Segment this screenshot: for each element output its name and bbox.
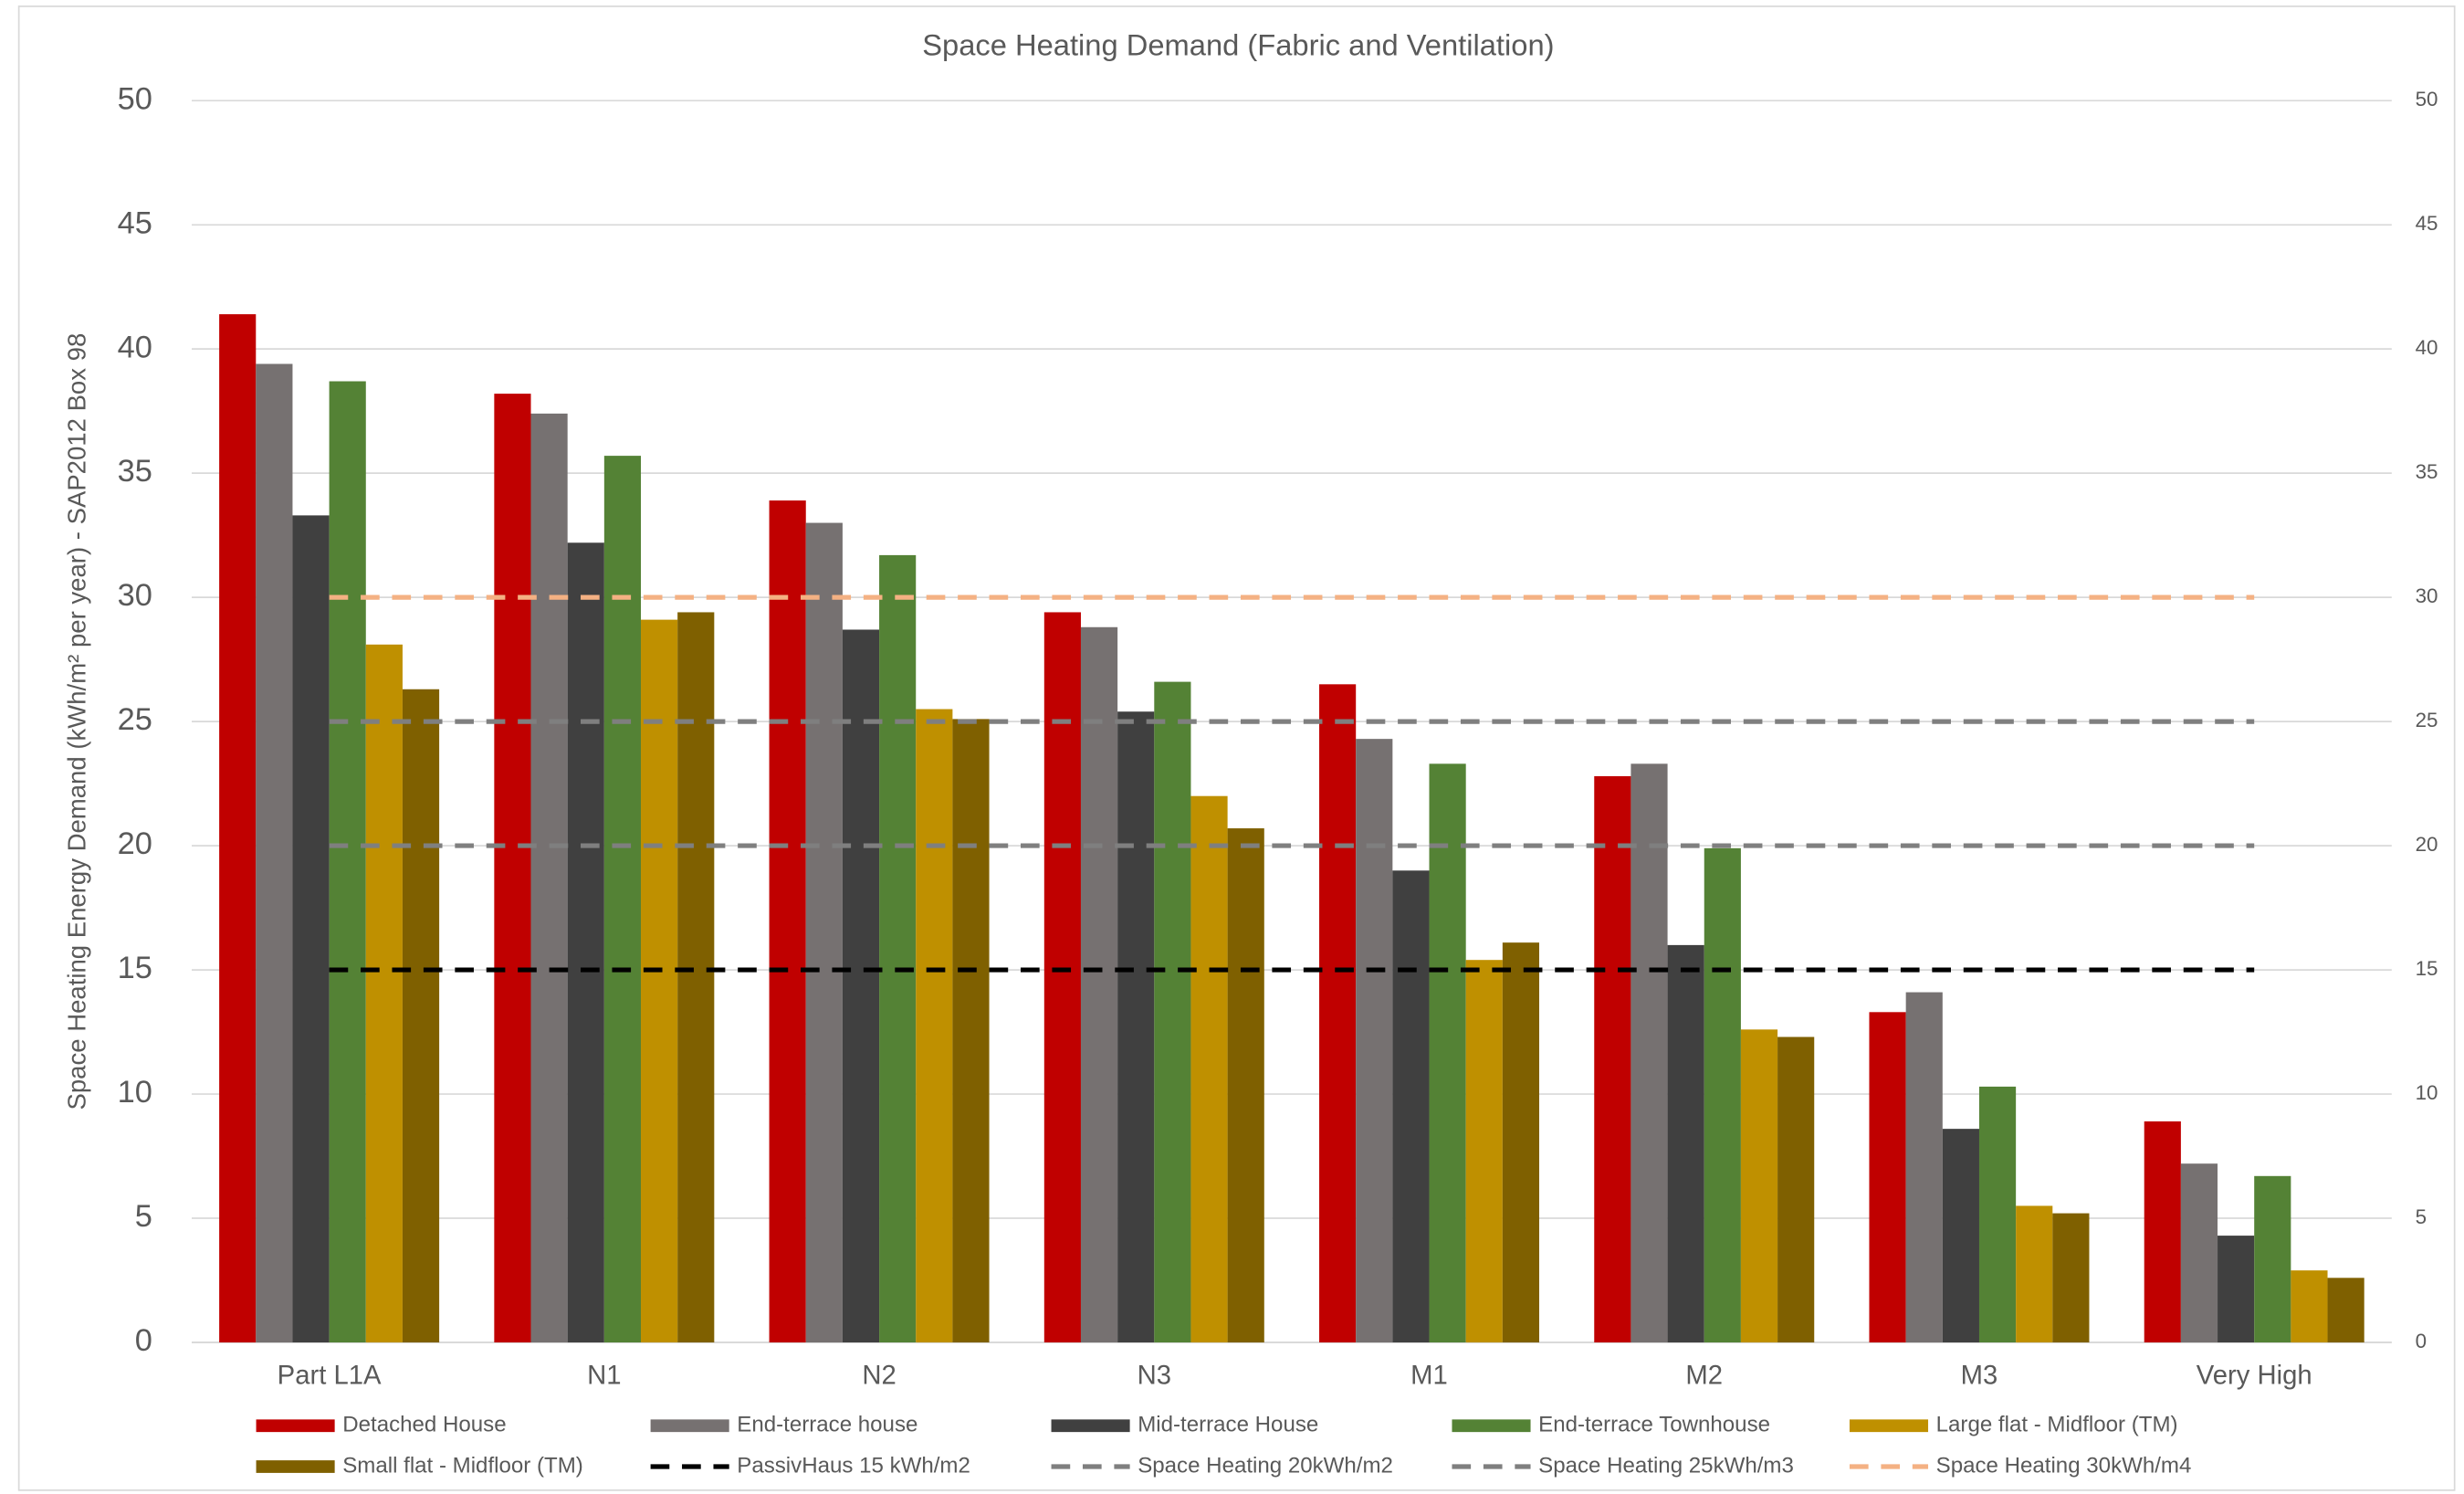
y2-tick-label: 35 (2416, 460, 2438, 483)
bar (1869, 1012, 1906, 1343)
x-tick-label: Very High (2197, 1362, 2312, 1391)
y-tick-label: 15 (118, 951, 152, 985)
y2-tick-label: 10 (2416, 1081, 2438, 1104)
bar (1777, 1036, 1815, 1343)
y2-tick-label: 20 (2416, 833, 2438, 856)
y-axis-label: Space Heating Energy Demand (kWh/m² per … (62, 333, 90, 1110)
legend-label: PassivHaus 15 kWh/m2 (737, 1453, 970, 1478)
y2-tick-label: 5 (2416, 1205, 2427, 1228)
y2-tick-label: 45 (2416, 212, 2438, 235)
legend-swatch (650, 1419, 729, 1433)
bar (879, 554, 917, 1343)
y2-tick-label: 25 (2416, 709, 2438, 731)
x-tick-label: N2 (862, 1362, 896, 1391)
y-tick-label: 5 (135, 1199, 152, 1234)
bar (292, 515, 330, 1343)
bar (1154, 681, 1191, 1343)
bar (1905, 992, 1943, 1343)
bar (1227, 828, 1264, 1343)
legend-label: Mid-terrace House (1138, 1413, 1318, 1437)
bar (1429, 763, 1466, 1343)
x-tick-label: M3 (1961, 1362, 1998, 1391)
bar (1190, 795, 1228, 1343)
legend-label: End-terrace house (737, 1413, 917, 1437)
bar (1942, 1129, 1979, 1343)
y2-tick-label: 15 (2416, 957, 2438, 980)
bar (916, 709, 953, 1343)
bar (677, 612, 715, 1343)
y2-tick-label: 0 (2416, 1330, 2427, 1352)
bar (2327, 1278, 2364, 1343)
bar (641, 619, 678, 1343)
y-tick-label: 25 (118, 702, 152, 737)
bar (2291, 1270, 2328, 1343)
bar (2144, 1120, 2181, 1343)
y-tick-label: 10 (118, 1075, 152, 1110)
bar (1465, 960, 1503, 1343)
legend-swatch (256, 1460, 335, 1473)
chart-title: Space Heating Demand (Fabric and Ventila… (922, 27, 1554, 61)
bar (1740, 1029, 1778, 1343)
bar (567, 542, 604, 1343)
legend-swatch (1849, 1419, 1929, 1433)
bar (1502, 942, 1540, 1343)
legend-swatch (1051, 1419, 1130, 1433)
y-tick-label: 30 (118, 578, 152, 613)
y-tick-label: 20 (118, 826, 152, 861)
bar (603, 456, 642, 1343)
bar (1704, 847, 1741, 1343)
bar (1667, 944, 1704, 1343)
x-tick-label: N3 (1138, 1362, 1171, 1391)
legend-label: Detached House (342, 1413, 506, 1437)
legend-swatch (256, 1419, 335, 1433)
bar (1630, 763, 1668, 1343)
bar (1319, 684, 1357, 1343)
legend-label: Space Heating 30kWh/m4 (1936, 1453, 2192, 1478)
bar (256, 363, 293, 1343)
x-tick-label: N1 (587, 1362, 621, 1391)
bar (2180, 1163, 2218, 1343)
legend-swatch (1452, 1419, 1531, 1433)
bar (842, 629, 880, 1343)
bar (329, 381, 366, 1343)
legend-label: Large flat - Midfloor (TM) (1936, 1413, 2178, 1437)
legend-label: End-terrace Townhouse (1538, 1413, 1770, 1437)
x-tick-label: Part L1A (278, 1362, 382, 1391)
bar (1080, 626, 1118, 1343)
bar (494, 394, 531, 1343)
bar (1356, 739, 1393, 1343)
legend-label: Small flat - Midfloor (TM) (342, 1453, 583, 1478)
bar (2218, 1236, 2255, 1343)
bar (805, 522, 843, 1343)
y2-tick-label: 50 (2416, 88, 2438, 110)
y-tick-label: 50 (118, 81, 152, 116)
bar (1043, 612, 1081, 1343)
bar (530, 413, 568, 1343)
bar (1594, 775, 1631, 1343)
x-tick-label: M2 (1685, 1362, 1723, 1391)
bar (1117, 711, 1155, 1343)
y-tick-label: 35 (118, 454, 152, 489)
bar (2052, 1213, 2090, 1343)
legend-label: Space Heating 25kWh/m3 (1538, 1453, 1794, 1478)
y-tick-label: 0 (135, 1323, 152, 1358)
bar (952, 719, 990, 1343)
bar (1978, 1086, 2017, 1343)
y-tick-label: 40 (118, 330, 152, 364)
bar (1392, 870, 1430, 1343)
legend-label: Space Heating 20kWh/m2 (1138, 1453, 1393, 1478)
bar (769, 500, 806, 1343)
bar (2254, 1175, 2291, 1343)
bar (402, 689, 440, 1343)
bar (2016, 1205, 2053, 1343)
y2-tick-label: 30 (2416, 584, 2438, 607)
x-tick-label: M1 (1410, 1362, 1448, 1391)
y2-tick-label: 40 (2416, 336, 2438, 359)
bar (365, 644, 403, 1343)
bar (219, 314, 257, 1343)
y-tick-label: 45 (118, 205, 152, 240)
